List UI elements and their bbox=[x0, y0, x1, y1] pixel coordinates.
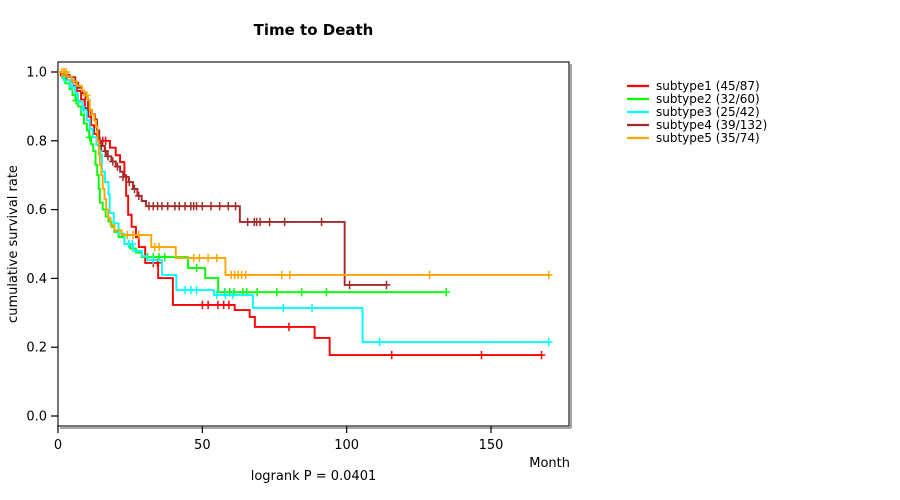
legend-item-subtype4: subtype4 (39/132) bbox=[627, 118, 767, 132]
chart-title: Time to Death bbox=[253, 21, 374, 39]
legend-item-subtype1: subtype1 (45/87) bbox=[627, 79, 760, 93]
y-axis-tick-label: 0.6 bbox=[26, 203, 47, 218]
logrank-pvalue-text: logrank P = 0.0401 bbox=[250, 469, 377, 484]
legend-label-subtype3: subtype3 (25/42) bbox=[656, 105, 760, 119]
x-axis-tick-label: 100 bbox=[334, 438, 359, 453]
series-subtype4-censor-marks bbox=[97, 141, 391, 290]
y-axis-tick-label: 0.2 bbox=[26, 341, 47, 356]
legend-item-subtype3: subtype3 (25/42) bbox=[627, 105, 760, 119]
series-subtype3-curve bbox=[58, 71, 550, 343]
plot-frame bbox=[57, 61, 570, 427]
y-axis-label: cumulative survival rate bbox=[6, 165, 21, 323]
series-subtype3-censor-marks bbox=[68, 82, 553, 347]
legend-label-subtype2: subtype2 (32/60) bbox=[656, 92, 760, 106]
x-axis-tick-label: 50 bbox=[194, 438, 211, 453]
legend-label-subtype4: subtype4 (39/132) bbox=[656, 118, 767, 132]
series-subtype5-censor-marks bbox=[58, 67, 553, 280]
x-axis-tick-label: 0 bbox=[54, 438, 62, 453]
x-axis-tick-label: 150 bbox=[479, 438, 504, 453]
legend-item-subtype2: subtype2 (32/60) bbox=[627, 92, 760, 106]
legend-label-subtype5: subtype5 (35/74) bbox=[656, 131, 760, 145]
series-subtype2-curve bbox=[58, 71, 447, 294]
legend-label-subtype1: subtype1 (45/87) bbox=[656, 79, 760, 93]
series-subtype4-curve bbox=[58, 71, 387, 286]
y-axis-tick-label: 1.0 bbox=[26, 66, 47, 81]
legend-item-subtype5: subtype5 (35/74) bbox=[627, 131, 760, 145]
series-subtype1-curve bbox=[58, 71, 543, 357]
x-axis-label: Month bbox=[529, 456, 570, 471]
y-axis-tick-label: 0.4 bbox=[26, 272, 47, 287]
y-axis-tick-label: 0.8 bbox=[26, 134, 47, 149]
y-axis-tick-label: 0.0 bbox=[26, 410, 47, 425]
series-subtype5-curve bbox=[58, 71, 550, 276]
